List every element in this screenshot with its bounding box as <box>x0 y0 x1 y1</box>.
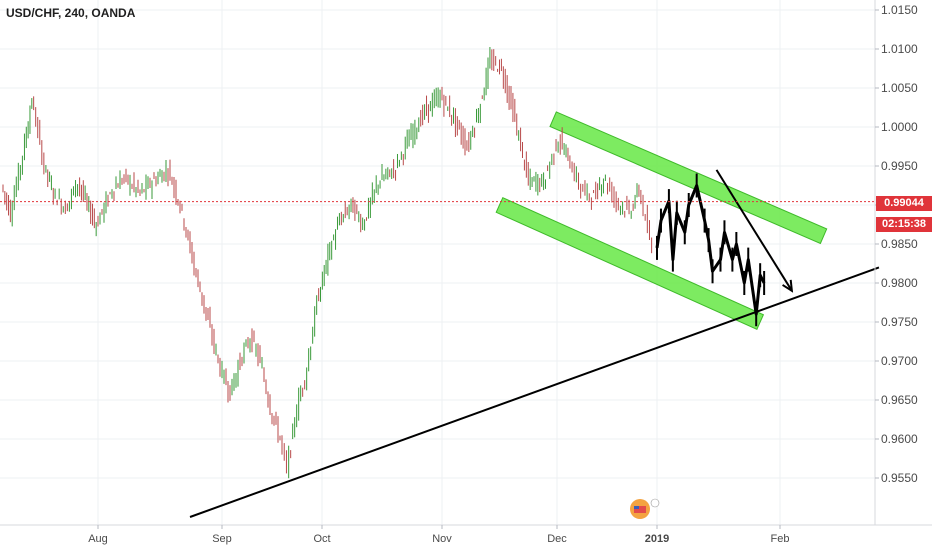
x-tick-label: Nov <box>432 533 452 545</box>
forecast-arrow-shaft <box>715 169 793 292</box>
bar-countdown-tag: 02:15:38 <box>876 217 932 232</box>
y-tick-label: 0.9850 <box>881 237 918 251</box>
x-tick-label: Sep <box>212 533 232 545</box>
x-tick-label: Oct <box>313 533 330 545</box>
y-tick-label: 1.0150 <box>881 3 918 17</box>
support-trendline <box>189 266 880 518</box>
y-tick-label: 1.0000 <box>881 120 918 134</box>
tradingview-badge-icon <box>630 498 660 519</box>
y-axis: 1.01501.01001.00501.00000.99500.99000.98… <box>875 3 918 485</box>
x-tick-label: Dec <box>547 533 567 545</box>
channel-lower-band <box>495 197 765 330</box>
y-tick-label: 0.9750 <box>881 315 918 329</box>
current-price-tag: 0.99044 <box>876 196 932 211</box>
forecast-arrow-head <box>782 279 794 293</box>
y-tick-label: 0.9700 <box>881 354 918 368</box>
x-tick-label: 2019 <box>645 533 669 545</box>
y-tick-label: 0.9650 <box>881 393 918 407</box>
channel-upper-band <box>549 111 828 245</box>
trendlines <box>189 169 880 518</box>
y-tick-label: 0.9800 <box>881 276 918 290</box>
symbol-title: USD/CHF, 240, OANDA <box>6 6 136 20</box>
y-tick-label: 0.9950 <box>881 159 918 173</box>
y-tick-label: 0.9550 <box>881 471 918 485</box>
x-axis: Aug Sep Oct Nov Dec 2019 Feb <box>88 525 789 545</box>
x-tick-label: Feb <box>771 533 790 545</box>
price-series <box>2 47 766 479</box>
x-tick-label: Aug <box>88 533 108 545</box>
y-tick-label: 1.0050 <box>881 81 918 95</box>
grid <box>0 0 875 525</box>
y-tick-label: 1.0100 <box>881 42 918 56</box>
channel-bands <box>495 111 828 330</box>
y-tick-label: 0.9600 <box>881 432 918 446</box>
